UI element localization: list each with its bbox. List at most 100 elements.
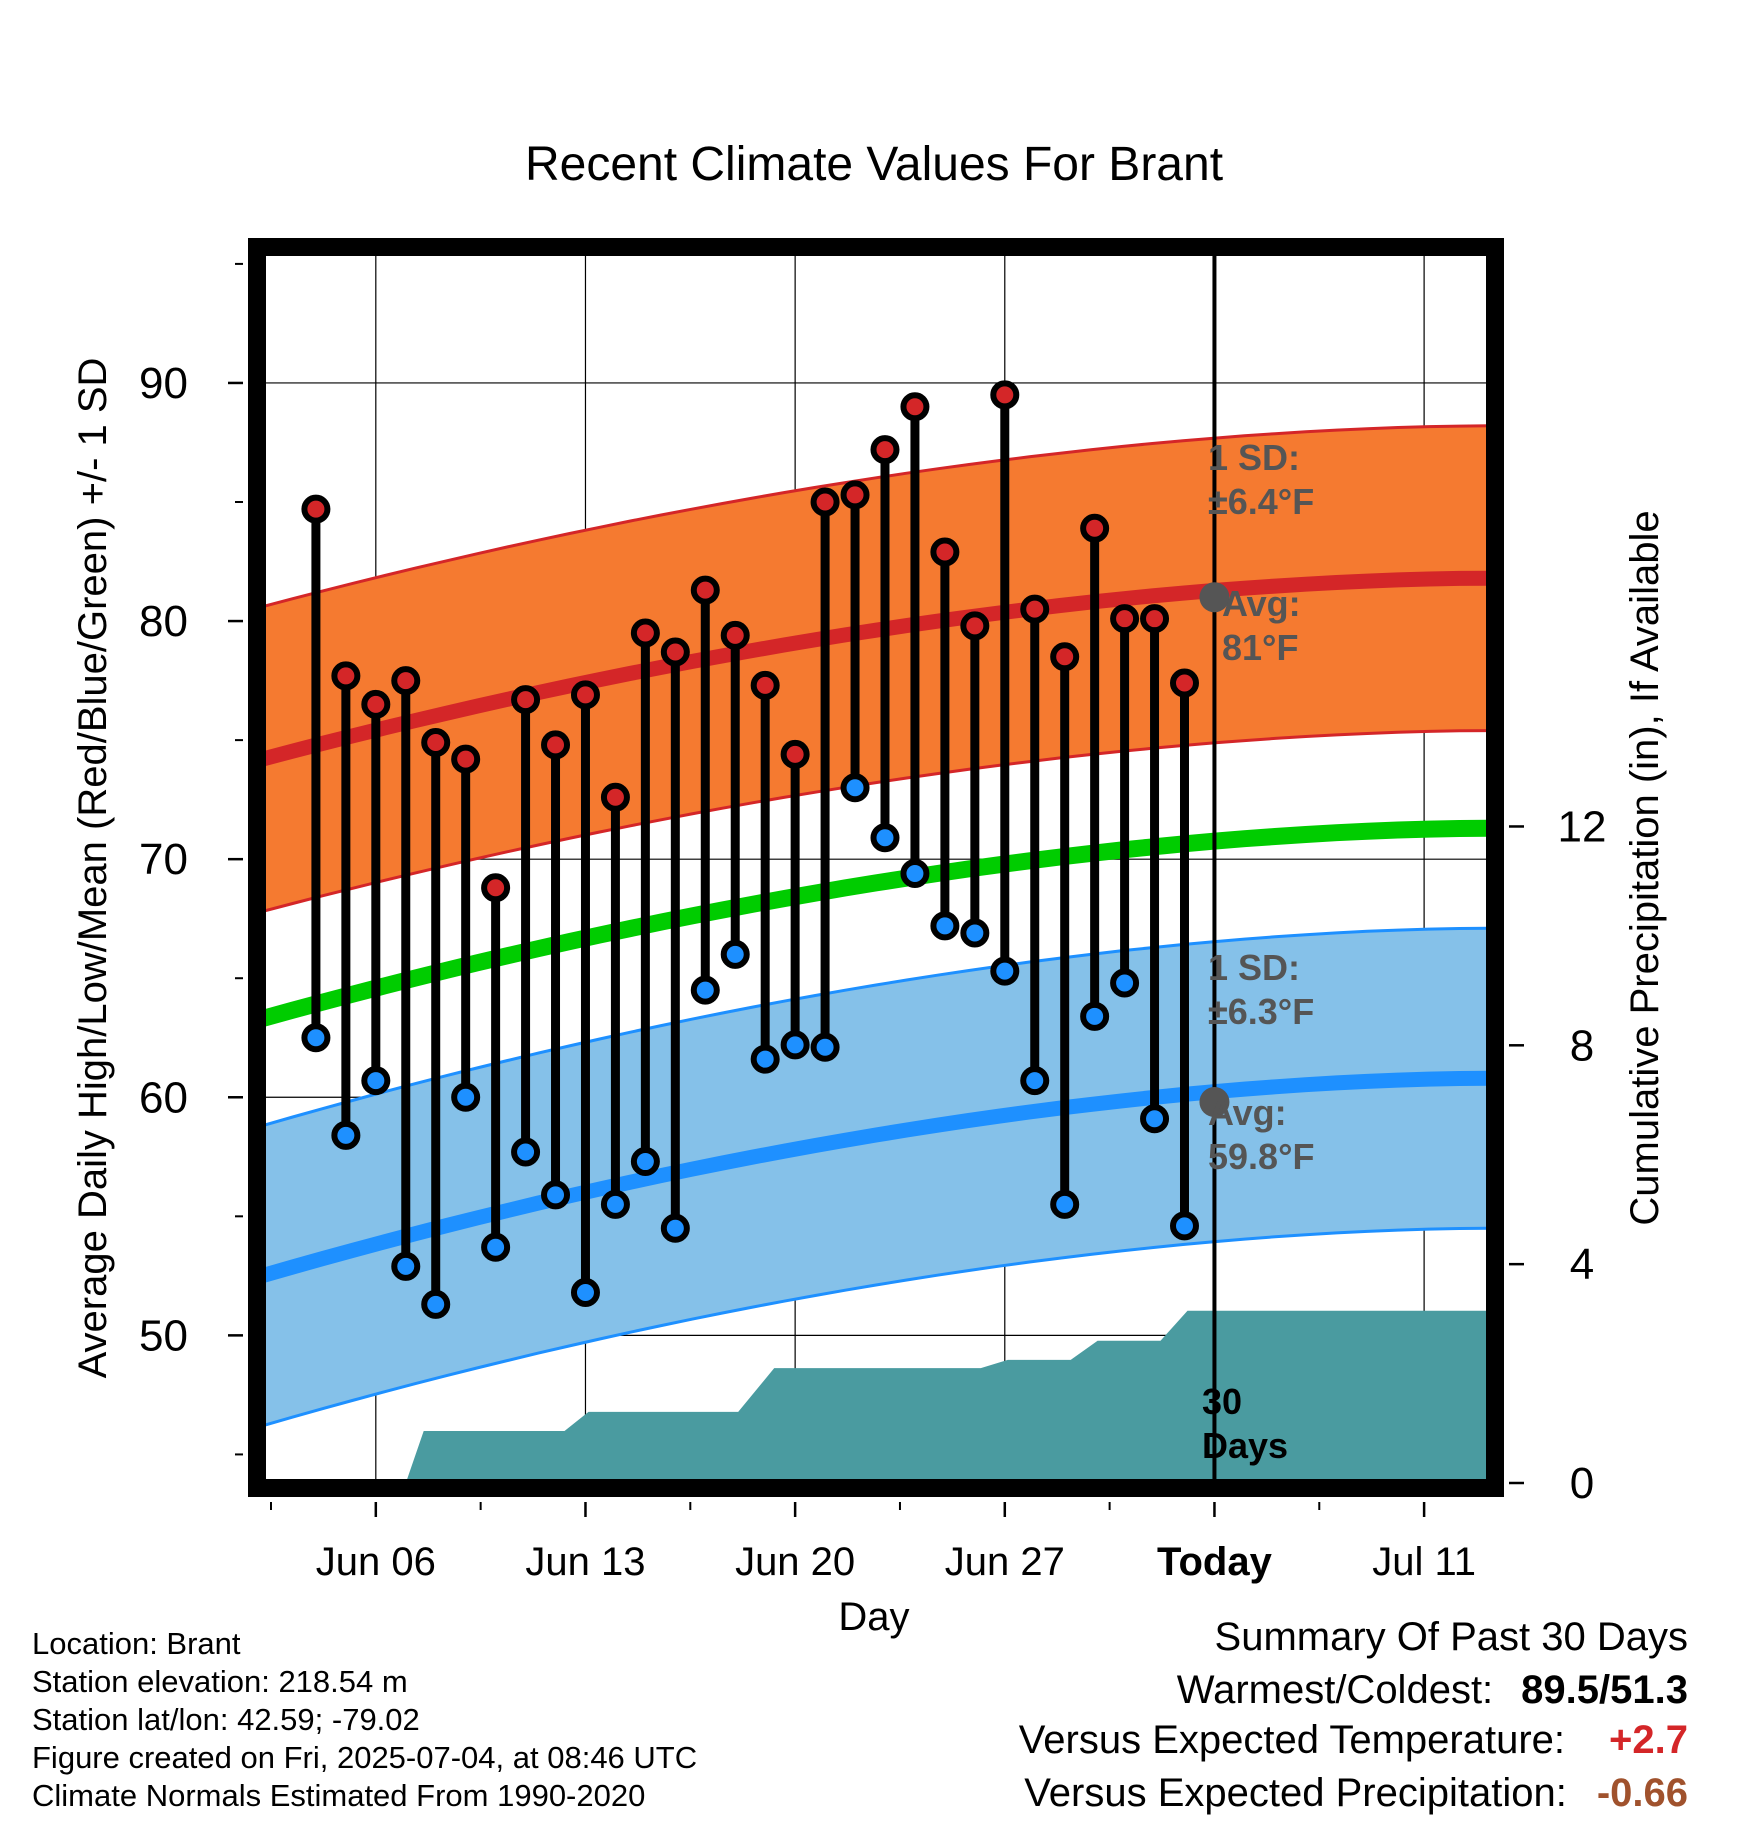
- x-tick-label: Jun 20: [735, 1540, 855, 1584]
- precip-label: Versus Expected Precipitation:: [1024, 1771, 1567, 1815]
- y-right-tick-label: 12: [1558, 802, 1607, 851]
- normal-low-line: [262, 1070, 1490, 1284]
- y-tick-label: 80: [139, 597, 188, 646]
- daily-low-marker: [810, 1032, 840, 1062]
- daily-high-marker: [481, 873, 511, 903]
- daily-low-marker: [690, 975, 720, 1005]
- daily-high-marker: [750, 670, 780, 700]
- daily-high-marker: [541, 730, 571, 760]
- daily-low-marker: [1020, 1066, 1050, 1096]
- cumulative-precip-area: [405, 1310, 1490, 1483]
- low-sd-band-lower-edge: [262, 1226, 1490, 1428]
- high-sd-band-upper-edge: [262, 424, 1490, 609]
- daily-low-marker: [990, 956, 1020, 986]
- high-avg-annotation: Avg:: [1222, 583, 1301, 624]
- daily-low-marker: [301, 1023, 331, 1053]
- y-axis-title: Average Daily High/Low/Mean (Red/Blue/Gr…: [71, 358, 115, 1379]
- low-sd-annotation: 1 SD:: [1208, 947, 1300, 988]
- daily-low-marker: [630, 1147, 660, 1177]
- high-sd-band-area: [262, 425, 1490, 912]
- days-annotation: Days: [1202, 1425, 1288, 1466]
- warm-cold-value: 89.5/51.3: [1521, 1668, 1688, 1712]
- daily-low-marker: [451, 1082, 481, 1112]
- daily-high-marker: [930, 537, 960, 567]
- daily-low-marker: [660, 1213, 690, 1243]
- daily-high-marker: [720, 620, 750, 650]
- daily-high-marker: [840, 480, 870, 510]
- daily-low-marker: [930, 911, 960, 941]
- today-high-avg-marker: [1199, 582, 1230, 613]
- y-tick-label: 70: [139, 835, 188, 884]
- daily-high-marker: [301, 494, 331, 524]
- daily-low-marker: [391, 1251, 421, 1281]
- daily-high-marker: [630, 618, 660, 648]
- today-low-avg-marker: [1199, 1087, 1230, 1118]
- daily-high-marker: [511, 685, 541, 715]
- daily-high-marker: [660, 637, 690, 667]
- daily-low-marker: [1110, 968, 1140, 998]
- plot-frame: [248, 238, 1504, 1497]
- y-right-tick-label: 8: [1570, 1021, 1594, 1070]
- daily-high-marker: [1140, 604, 1170, 634]
- y-right-tick-label: 4: [1570, 1240, 1594, 1289]
- info-created: Figure created on Fri, 2025-07-04, at 08…: [32, 1740, 698, 1775]
- info-latlon: Station lat/lon: 42.59; -79.02: [32, 1702, 420, 1737]
- summary-precip: Versus Expected Precipitation: -0.66: [1024, 1771, 1688, 1816]
- daily-high-marker: [780, 739, 810, 769]
- daily-low-marker: [541, 1180, 571, 1210]
- daily-low-marker: [750, 1044, 780, 1074]
- y-tick-label: 90: [139, 359, 188, 408]
- daily-low-marker: [1080, 1001, 1110, 1031]
- daily-low-marker: [720, 939, 750, 969]
- daily-high-marker: [391, 666, 421, 696]
- precip-value: -0.66: [1596, 1771, 1688, 1815]
- daily-low-marker: [1050, 1189, 1080, 1219]
- daily-high-marker: [870, 435, 900, 465]
- daily-high-marker: [990, 380, 1020, 410]
- daily-low-marker: [1169, 1211, 1199, 1241]
- summary-warm-cold: Warmest/Coldest: 89.5/51.3: [1177, 1668, 1688, 1713]
- x-tick-label: Jun 27: [945, 1540, 1065, 1584]
- daily-low-marker: [570, 1278, 600, 1308]
- high-avg-annotation: 81°F: [1222, 627, 1298, 668]
- x-tick-label: Jul 11: [1372, 1540, 1476, 1584]
- daily-low-marker: [870, 823, 900, 853]
- high-sd-annotation: ±6.4°F: [1208, 481, 1314, 522]
- daily-low-marker: [1140, 1104, 1170, 1134]
- daily-high-marker: [451, 744, 481, 774]
- daily-low-marker: [900, 858, 930, 888]
- x-tick-label: Jun 06: [316, 1540, 436, 1584]
- daily-high-marker: [900, 392, 930, 422]
- daily-low-marker: [780, 1030, 810, 1060]
- x-axis-title: Day: [838, 1595, 909, 1639]
- normal-high-line: [262, 570, 1490, 767]
- info-normals: Climate Normals Estimated From 1990-2020: [32, 1778, 646, 1813]
- info-location: Location: Brant: [32, 1626, 241, 1661]
- daily-low-marker: [600, 1189, 630, 1219]
- daily-high-marker: [421, 727, 451, 757]
- daily-high-marker: [960, 611, 990, 641]
- x-tick-label: Today: [1157, 1540, 1273, 1584]
- daily-high-marker: [1050, 642, 1080, 672]
- daily-high-marker: [361, 689, 391, 719]
- high-sd-annotation: 1 SD:: [1208, 437, 1300, 478]
- y-tick-label: 60: [139, 1073, 188, 1122]
- daily-low-marker: [331, 1120, 361, 1150]
- warm-cold-label: Warmest/Coldest:: [1176, 1668, 1494, 1712]
- daily-high-marker: [570, 680, 600, 710]
- days-annotation: 30: [1202, 1381, 1242, 1422]
- daily-low-marker: [361, 1066, 391, 1096]
- daily-low-marker: [511, 1137, 541, 1167]
- low-avg-annotation: 59.8°F: [1208, 1136, 1314, 1177]
- daily-low-marker: [840, 773, 870, 803]
- daily-high-marker: [1169, 668, 1199, 698]
- temp-value: +2.7: [1609, 1718, 1688, 1762]
- daily-high-marker: [1080, 513, 1110, 543]
- low-avg-annotation: Avg:: [1208, 1092, 1287, 1133]
- x-tick-label: Jun 13: [525, 1540, 645, 1584]
- temp-label: Versus Expected Temperature:: [1018, 1718, 1566, 1762]
- chart-title: Recent Climate Values For Brant: [525, 138, 1223, 191]
- daily-high-marker: [810, 487, 840, 517]
- summary-temp: Versus Expected Temperature: +2.7: [1019, 1718, 1688, 1763]
- y-right-tick-label: 0: [1570, 1459, 1594, 1508]
